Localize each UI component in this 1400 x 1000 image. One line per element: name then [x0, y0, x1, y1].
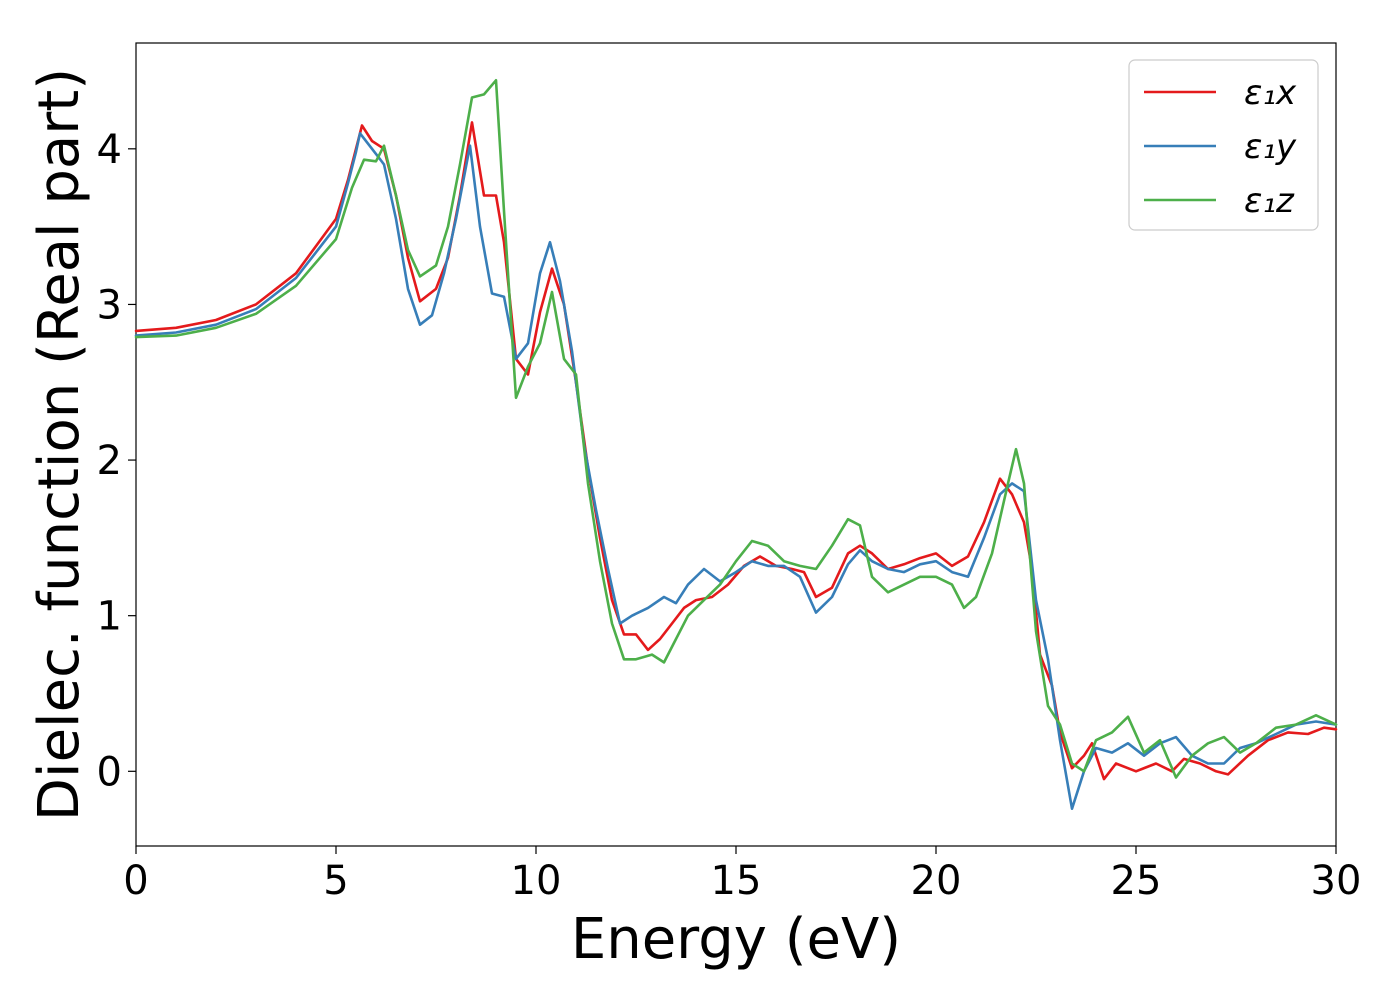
x-tick-label: 25	[1111, 858, 1162, 904]
x-axis-ticks: 0 5 10 15 20 25 30	[123, 846, 1361, 904]
legend-box	[1128, 59, 1319, 231]
legend: ε₁x ε₁y ε₁z	[1128, 59, 1319, 231]
series-line-3	[134, 79, 1338, 779]
series-lines	[134, 79, 1338, 810]
legend-label: ε₁x	[1244, 73, 1297, 113]
y-axis-ticks: 0 1 2 3 4	[97, 127, 136, 795]
x-tick-label: 30	[1311, 858, 1362, 904]
x-tick-label: 10	[511, 858, 562, 904]
y-tick-label: 2	[97, 438, 122, 484]
legend-label: ε₁y	[1244, 127, 1297, 167]
x-tick-label: 20	[911, 858, 962, 904]
series-line-1	[134, 121, 1338, 781]
y-tick-label: 4	[97, 127, 122, 173]
x-axis-title: Energy (eV)	[571, 907, 901, 972]
y-tick-label: 0	[97, 749, 122, 795]
y-tick-label: 3	[97, 282, 122, 328]
x-tick-label: 0	[123, 858, 148, 904]
y-axis-title: Dielec. function (Real part)	[27, 68, 92, 821]
x-tick-label: 15	[711, 858, 762, 904]
legend-label: ε₁z	[1244, 181, 1295, 221]
series-line-2	[134, 132, 1338, 810]
y-tick-label: 1	[97, 594, 122, 640]
x-tick-label: 5	[323, 858, 348, 904]
